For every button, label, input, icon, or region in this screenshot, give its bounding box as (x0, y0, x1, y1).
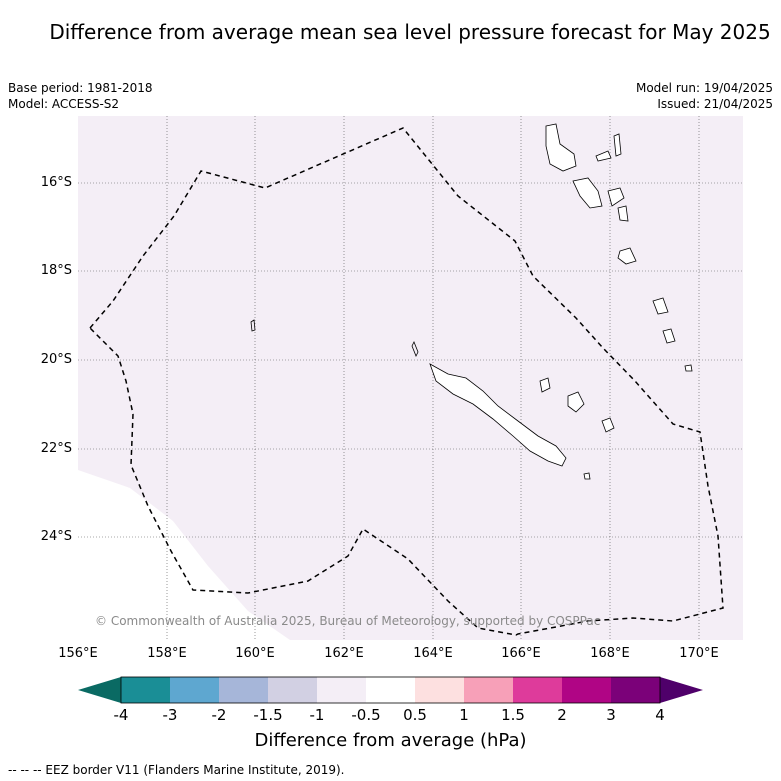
base-period-text: Base period: 1981-2018 (8, 81, 153, 95)
colorbar-over-arrow (660, 677, 703, 703)
colorbar-tick-label: -0.5 (351, 706, 381, 724)
island (662, 328, 676, 344)
issued-text: Issued: 21/04/2025 (657, 97, 773, 111)
colorbar-title: Difference from average (hPa) (254, 730, 527, 751)
island (595, 150, 612, 162)
colorbar-tick-label: 0.5 (403, 706, 427, 724)
model-text: Model: ACCESS-S2 (8, 97, 120, 111)
island (567, 391, 585, 413)
island (652, 297, 669, 315)
island (250, 319, 256, 332)
colorbar-tick-label: -4 (113, 706, 129, 724)
colorbar-tick-label: 2 (557, 706, 567, 724)
colorbar-segment (611, 677, 661, 703)
colorbar-tick-label: -3 (162, 706, 178, 724)
colorbar-segment (219, 677, 269, 703)
lat-label: 20°S (40, 352, 72, 367)
colorbar-segment (317, 677, 367, 703)
island (607, 187, 625, 207)
island (539, 377, 551, 393)
lat-label: 16°S (40, 175, 72, 190)
eez-legend: -- -- -- EEZ border V11 (Flanders Marine… (8, 763, 345, 777)
colorbar-segment (464, 677, 514, 703)
colorbar-tick-label: 4 (655, 706, 665, 724)
colorbar-tick-label: -1.5 (253, 706, 283, 724)
no-data-region (78, 470, 290, 640)
island (617, 205, 629, 222)
meta-right: Model run: 19/04/2025 Issued: 21/04/2025 (636, 80, 773, 112)
new-caledonia-island (429, 363, 567, 467)
island (601, 417, 615, 433)
lon-label: 160°E (235, 646, 275, 661)
colorbar-segment (268, 677, 318, 703)
lon-label: 156°E (58, 646, 98, 661)
meta-left: Base period: 1981-2018 Model: ACCESS-S2 (8, 80, 153, 112)
colorbar-tick-label: -1 (309, 706, 325, 724)
colorbar-tick-label: 1 (459, 706, 469, 724)
colorbar-segment (415, 677, 465, 703)
colorbar-segment (121, 677, 171, 703)
model-run-text: Model run: 19/04/2025 (635, 81, 773, 95)
colorbar-frame (120, 676, 661, 704)
lon-label: 162°E (324, 646, 364, 661)
map-panel (78, 116, 743, 640)
colorbar (78, 676, 703, 704)
lon-label: 170°E (679, 646, 719, 661)
eez-border (88, 127, 724, 636)
colorbar-tick-label: -2 (211, 706, 227, 724)
colorbar-segment (513, 677, 563, 703)
colorbar-segment (170, 677, 220, 703)
colorbar-tick-label: 1.5 (501, 706, 525, 724)
colorbar-segment (366, 677, 416, 703)
vanuatu-island (545, 123, 577, 172)
graticule (78, 116, 743, 640)
map-title: Difference from average mean sea level p… (49, 20, 771, 44)
lat-label: 18°S (40, 263, 72, 278)
island (411, 341, 419, 357)
lon-label: 164°E (413, 646, 453, 661)
colorbar-segments (121, 677, 661, 703)
island (617, 247, 637, 265)
copyright-text: © Commonwealth of Australia 2025, Bureau… (95, 614, 601, 628)
island (583, 472, 591, 480)
island (684, 364, 693, 372)
lon-label: 166°E (501, 646, 541, 661)
lat-label: 24°S (40, 529, 72, 544)
colorbar-under-arrow (78, 677, 121, 703)
island (572, 177, 603, 209)
island (613, 133, 622, 157)
colorbar-tick-label: 3 (606, 706, 616, 724)
lon-label: 168°E (590, 646, 630, 661)
lat-label: 22°S (40, 441, 72, 456)
colorbar-segment (562, 677, 612, 703)
lon-label: 158°E (147, 646, 187, 661)
